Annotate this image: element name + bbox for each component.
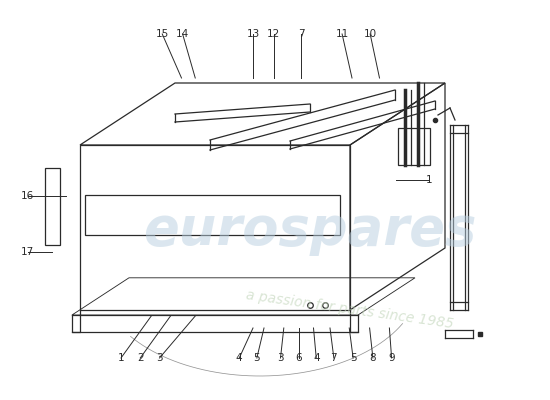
Text: 1: 1: [118, 353, 124, 363]
Text: 6: 6: [295, 353, 302, 363]
Text: 13: 13: [246, 29, 260, 39]
Text: 17: 17: [21, 247, 34, 257]
Text: eurospares: eurospares: [144, 204, 477, 256]
Text: 7: 7: [298, 29, 305, 39]
Text: 15: 15: [156, 29, 169, 39]
Text: a passion for parts since 1985: a passion for parts since 1985: [245, 288, 455, 332]
Text: 4: 4: [313, 353, 320, 363]
Text: 2: 2: [137, 353, 144, 363]
Text: 3: 3: [156, 353, 163, 363]
Text: 12: 12: [267, 29, 280, 39]
Text: 5: 5: [350, 353, 356, 363]
Text: 16: 16: [21, 191, 34, 201]
Text: 9: 9: [388, 353, 395, 363]
Text: 7: 7: [331, 353, 337, 363]
Text: 1: 1: [426, 175, 432, 185]
Text: 8: 8: [370, 353, 376, 363]
Text: 11: 11: [336, 29, 349, 39]
Text: 4: 4: [236, 353, 243, 363]
Text: 5: 5: [254, 353, 260, 363]
Text: 3: 3: [277, 353, 284, 363]
Text: 10: 10: [364, 29, 377, 39]
Text: 14: 14: [176, 29, 189, 39]
